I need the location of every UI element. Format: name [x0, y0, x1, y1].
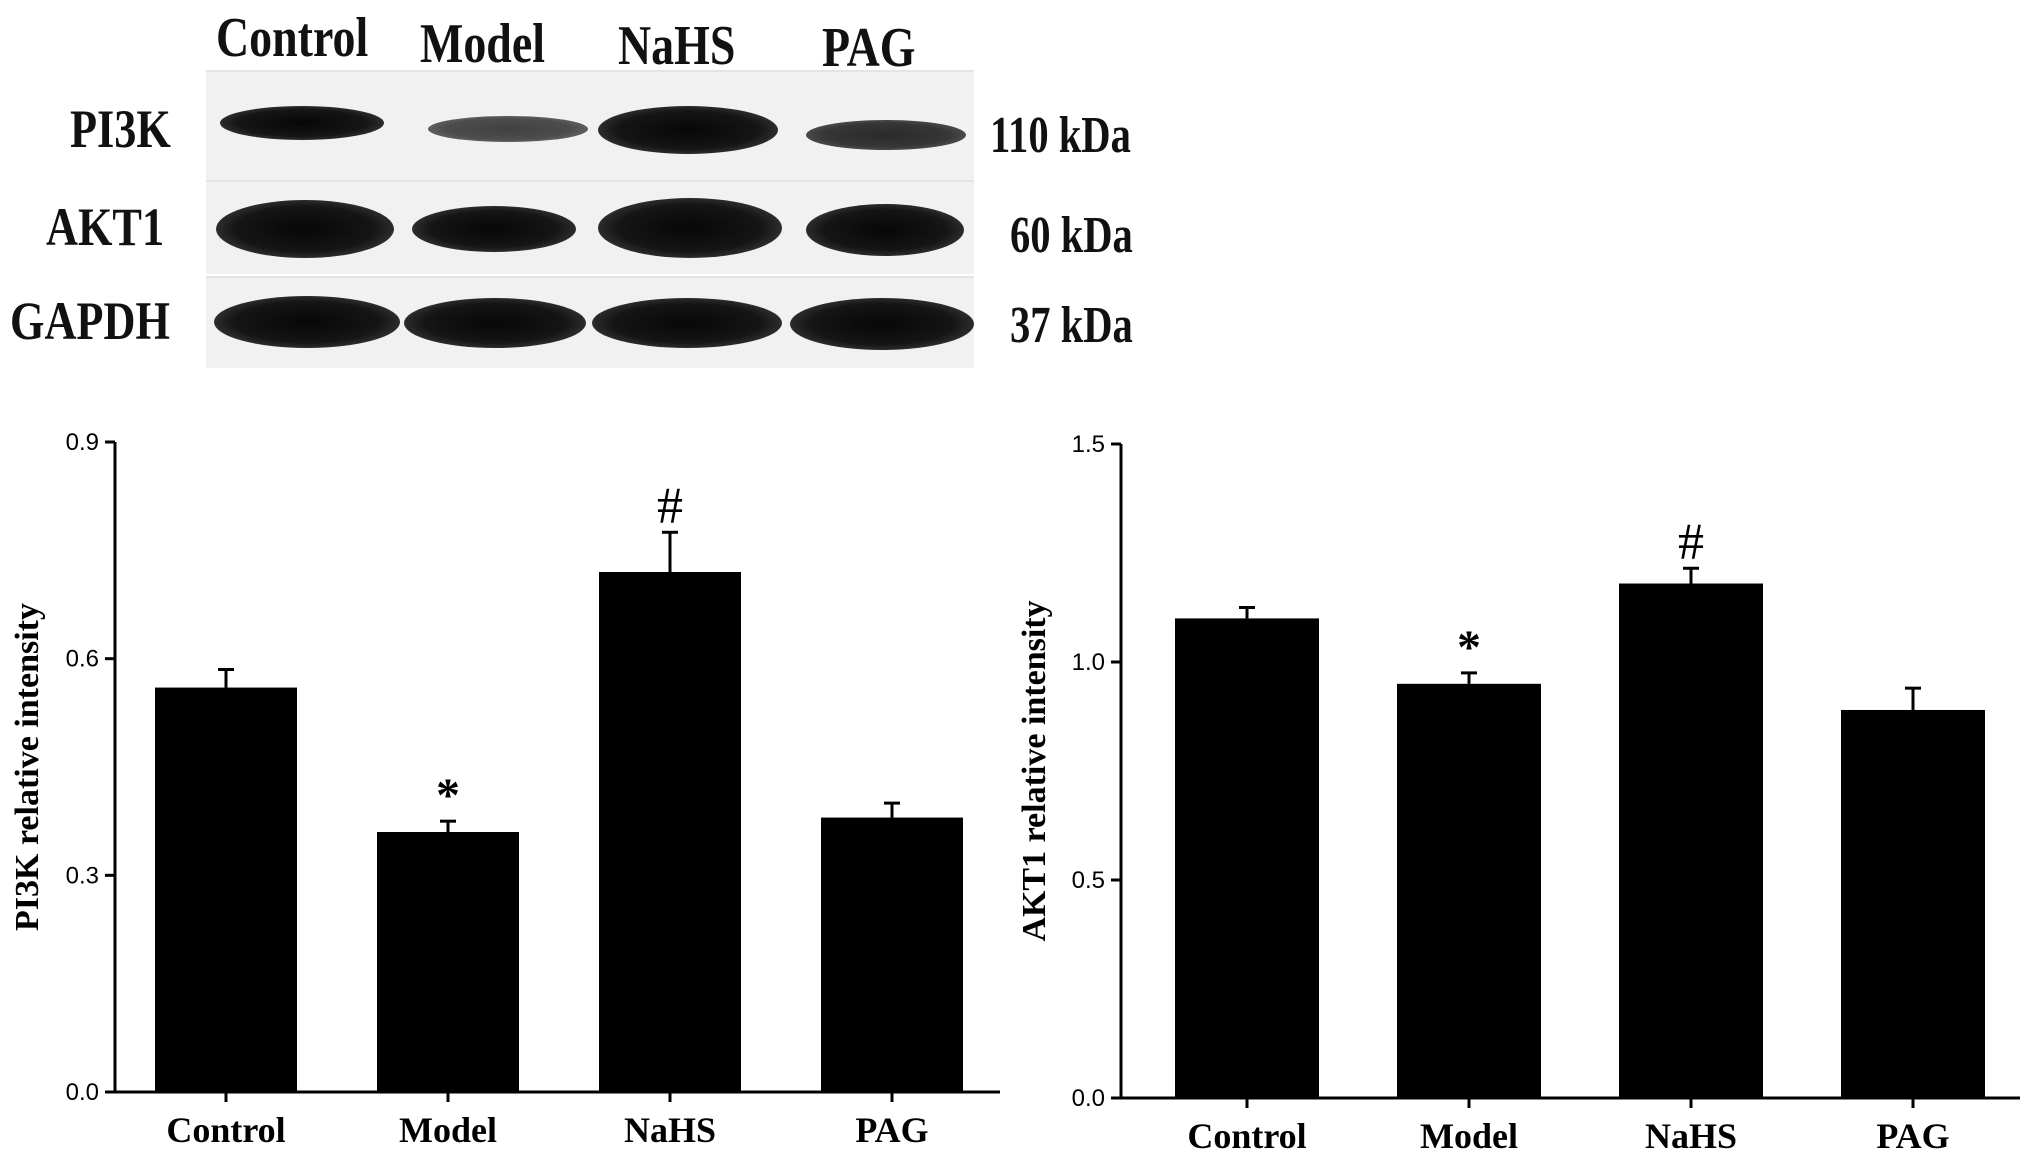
- blot-strip-pi3k: [206, 70, 974, 182]
- x-tick-label-nahs: NaHS: [624, 1110, 716, 1150]
- bar-model: [1397, 683, 1541, 1098]
- band-pi3k-nahs: [598, 106, 778, 154]
- bar-model: [377, 832, 519, 1092]
- band-gapdh-pag: [790, 298, 974, 350]
- lane-label-pag: PAG: [822, 17, 916, 79]
- lane-label-nahs: NaHS: [618, 15, 736, 77]
- x-tick-label-control: Control: [1187, 1116, 1306, 1156]
- band-akt1-model: [412, 206, 576, 252]
- lane-label-control: Control: [216, 7, 369, 69]
- y-tick-label: 0.0: [1072, 1085, 1105, 1112]
- y-tick-label: 0.6: [66, 646, 99, 673]
- western-blot-panel: Control Model NaHS PAG PI3K AKT1 GAPDH 1…: [0, 0, 1200, 380]
- bar-control: [155, 687, 297, 1092]
- y-tick-label: 0.0: [66, 1079, 99, 1106]
- significance-mark-nahs: #: [657, 477, 683, 534]
- kda-label-pi3k: 110 kDa: [990, 107, 1131, 164]
- x-tick-label-model: Model: [1420, 1116, 1518, 1156]
- significance-mark-nahs: #: [1678, 513, 1704, 570]
- band-akt1-pag: [806, 204, 964, 256]
- band-pi3k-pag: [806, 120, 966, 150]
- y-tick-label: 0.9: [66, 429, 99, 456]
- x-tick-label-control: Control: [166, 1110, 285, 1150]
- y-tick-label: 0.3: [66, 862, 99, 889]
- y-tick-label: 0.5: [1072, 867, 1105, 894]
- x-tick-label-nahs: NaHS: [1645, 1116, 1737, 1156]
- y-tick-label: 1.5: [1072, 431, 1105, 458]
- band-pi3k-control: [220, 106, 384, 140]
- y-tick-label: 1.0: [1072, 649, 1105, 676]
- lane-label-model: Model: [420, 13, 545, 75]
- x-tick-label-model: Model: [399, 1110, 497, 1150]
- band-akt1-control: [216, 200, 394, 258]
- protein-label-akt1: AKT1: [46, 197, 165, 257]
- blot-strip-akt1: [206, 180, 974, 274]
- band-gapdh-model: [404, 298, 586, 348]
- band-pi3k-model: [428, 116, 588, 142]
- significance-mark-model: *: [436, 769, 460, 822]
- protein-label-pi3k: PI3K: [70, 99, 171, 159]
- kda-label-gapdh: 37 kDa: [1010, 297, 1133, 354]
- bar-nahs: [1619, 583, 1763, 1098]
- band-gapdh-nahs: [592, 298, 782, 348]
- bar-pag: [821, 817, 963, 1092]
- kda-label-akt1: 60 kDa: [1010, 207, 1133, 264]
- bar-pag: [1841, 709, 1985, 1098]
- protein-label-gapdh: GAPDH: [10, 291, 170, 351]
- significance-mark-model: *: [1457, 621, 1481, 674]
- band-gapdh-control: [214, 296, 400, 348]
- band-akt1-nahs: [598, 198, 782, 258]
- bar-control: [1175, 618, 1319, 1098]
- y-axis-title: PI3K relative intensity: [9, 603, 46, 931]
- y-axis-title: AKT1 relative intensity: [1016, 600, 1053, 941]
- bar-nahs: [599, 572, 741, 1092]
- x-tick-label-pag: PAG: [1876, 1116, 1949, 1156]
- pi3k-bar-chart: 0.0 0.3 0.6 0.9 Control Model * NaHS # PAG PI3K re…: [9, 429, 1000, 1150]
- x-tick-label-pag: PAG: [855, 1110, 928, 1150]
- blot-strip-gapdh: [206, 276, 974, 368]
- akt1-bar-chart: 0.0 0.5 1.0 1.5 Control Model * NaHS # PAG AKT1 re…: [1016, 431, 2020, 1156]
